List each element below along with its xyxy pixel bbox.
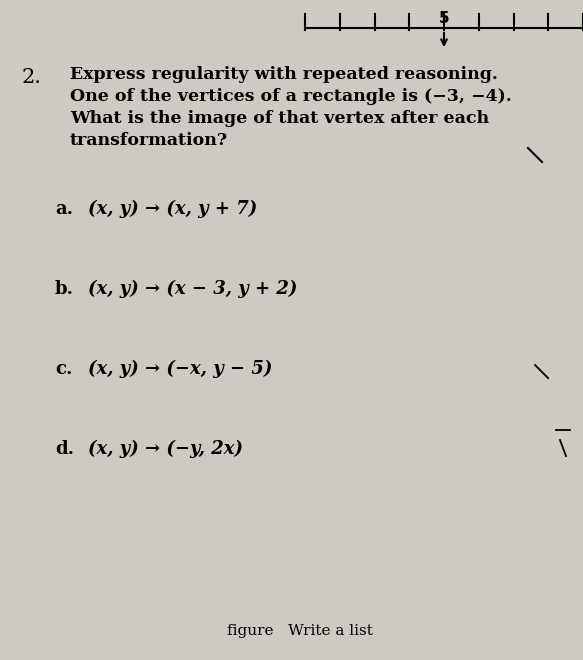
Text: (x, y) → (−y, 2x): (x, y) → (−y, 2x) (88, 440, 243, 458)
Text: (x, y) → (x − 3, y + 2): (x, y) → (x − 3, y + 2) (88, 280, 297, 298)
Text: c.: c. (55, 360, 72, 378)
Text: Express regularity with repeated reasoning.: Express regularity with repeated reasoni… (70, 66, 498, 83)
Text: (x, y) → (x, y + 7): (x, y) → (x, y + 7) (88, 200, 257, 218)
Text: figure   Write a list: figure Write a list (227, 624, 373, 638)
Text: a.: a. (55, 200, 73, 218)
Text: transformation?: transformation? (70, 132, 228, 149)
Text: 2.: 2. (22, 68, 42, 87)
Text: b.: b. (55, 280, 74, 298)
Text: 5: 5 (438, 11, 449, 26)
Text: One of the vertices of a rectangle is (−3, −4).: One of the vertices of a rectangle is (−… (70, 88, 512, 105)
Text: (x, y) → (−x, y − 5): (x, y) → (−x, y − 5) (88, 360, 272, 378)
Text: What is the image of that vertex after each: What is the image of that vertex after e… (70, 110, 489, 127)
Text: d.: d. (55, 440, 74, 458)
